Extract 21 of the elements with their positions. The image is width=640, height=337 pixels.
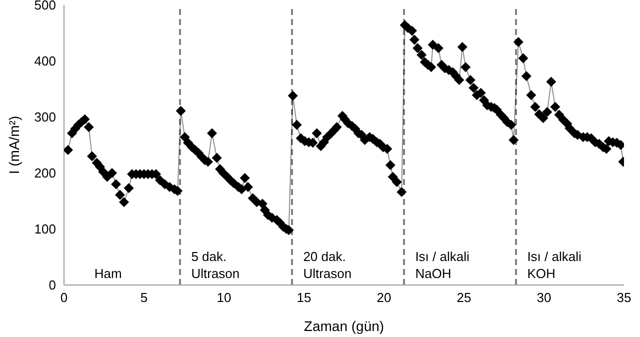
annotation: Isı / alkali NaOH	[415, 248, 470, 282]
y-tick-label: 400	[34, 54, 56, 69]
annotation: Isı / alkali KOH	[527, 248, 582, 282]
x-tick-label: 15	[296, 290, 312, 306]
y-tick-label: 500	[34, 0, 56, 13]
x-axis-title: Zaman (gün)	[304, 318, 384, 334]
x-tick-label: 5	[140, 290, 148, 306]
x-tick-label: 20	[376, 290, 392, 306]
y-axis-title: I (mA/m²)	[6, 116, 22, 174]
x-tick-label: 35	[616, 290, 632, 306]
annotation: Ham	[94, 265, 122, 282]
x-tick-label: 10	[216, 290, 232, 306]
y-tick-label: 200	[34, 166, 56, 181]
y-tick-label: 100	[34, 222, 56, 237]
annotation: 20 dak. Ultrason	[303, 248, 352, 282]
y-tick-label: 0	[48, 278, 56, 293]
annotation: 5 dak. Ultrason	[191, 248, 240, 282]
y-tick-label: 300	[34, 110, 56, 125]
x-tick-label: 30	[536, 290, 552, 306]
x-tick-label: 0	[60, 290, 68, 306]
x-tick-label: 25	[456, 290, 472, 306]
